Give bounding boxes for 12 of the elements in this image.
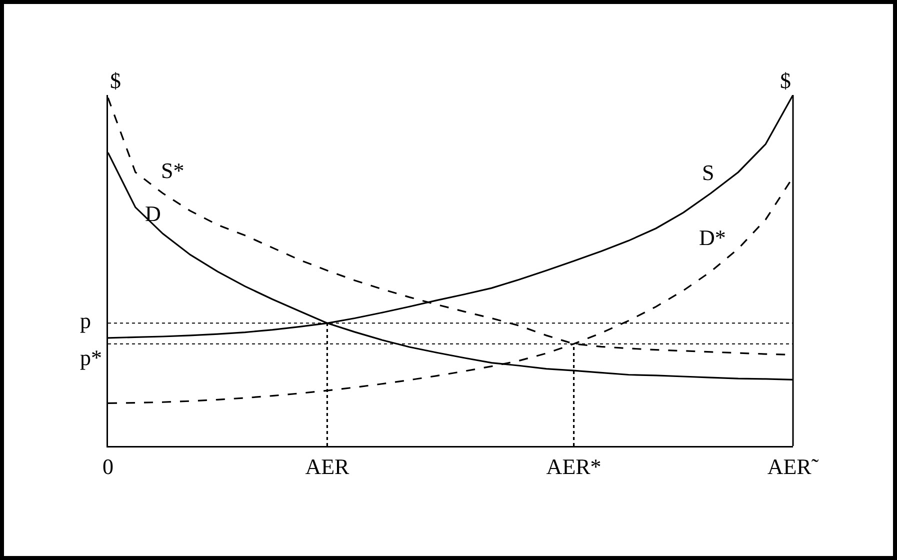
series-label: S*: [161, 158, 184, 183]
ref-line-label: p: [80, 308, 91, 333]
x-tick-label: 0: [102, 454, 114, 479]
x-tick-label: AER˜: [767, 454, 820, 479]
y-axis-title: $: [110, 68, 121, 93]
series-label: D: [145, 201, 161, 226]
series-label: S: [702, 160, 714, 185]
y2-axis-title: $: [780, 68, 791, 93]
series-label: D*: [699, 225, 726, 250]
x-tick-label: AER: [305, 454, 350, 479]
ref-line-label: p*: [80, 345, 102, 370]
x-tick-label: AER*: [546, 454, 602, 479]
